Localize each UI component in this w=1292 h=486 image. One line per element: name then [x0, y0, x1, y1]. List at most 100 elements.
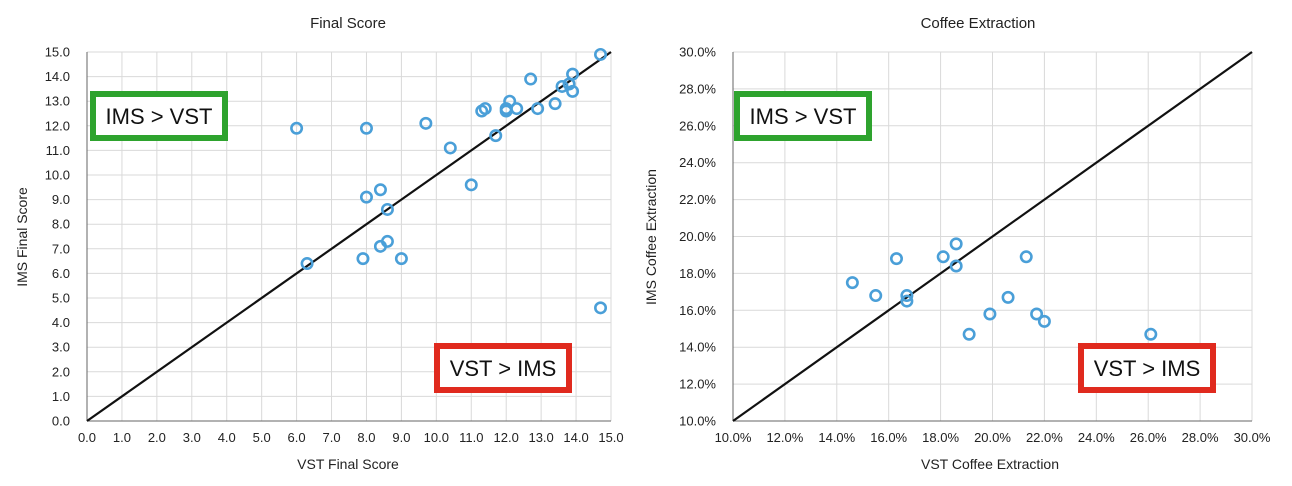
reference-line	[86, 51, 612, 422]
scatter-point	[419, 116, 433, 130]
x-tick-label: 4.0	[218, 430, 236, 445]
scatter-point	[356, 252, 370, 266]
x-tick-label: 2.0	[148, 430, 166, 445]
scatter-point	[566, 84, 580, 98]
y-tick-label: 9.0	[52, 192, 70, 207]
y-tick-label: 14.0%	[679, 340, 716, 355]
y-tick-label: 22.0%	[679, 192, 716, 207]
ims-greater-box	[90, 91, 228, 141]
scatter-point	[869, 289, 883, 303]
scatter-point	[594, 47, 608, 61]
x-tick-label: 30.0%	[1234, 430, 1271, 445]
data-points	[290, 47, 608, 315]
x-tick-label: 12.0	[494, 430, 519, 445]
scatter-point	[464, 178, 478, 192]
scatter-point	[900, 294, 914, 308]
x-tick-label: 14.0%	[818, 430, 855, 445]
x-tick-label: 3.0	[183, 430, 201, 445]
x-tick-label: 11.0	[459, 430, 483, 445]
scatter-point	[489, 129, 503, 143]
y-tick-label: 26.0%	[679, 118, 716, 133]
y-tick-label: 8.0	[52, 217, 70, 232]
y-tick-label: 28.0%	[679, 81, 716, 96]
ims-greater-label: IMS > VST	[750, 104, 857, 129]
x-tick-label: 13.0	[528, 430, 553, 445]
scatter-point	[1030, 307, 1044, 321]
ims-greater-label: IMS > VST	[106, 104, 213, 129]
y-tick-label: 12.0	[45, 118, 70, 133]
y-tick-label: 10.0%	[679, 414, 716, 429]
vst-greater-box	[434, 343, 572, 393]
tick-labels: 0.0 1.0 2.0 3.0 4.0 5.0 6.0 7.0 8.0 9.0 10.0 11.0 12…	[45, 45, 624, 446]
scatter-point	[510, 102, 524, 116]
coffee-extraction-chart: Coffee Extraction 10.0% 12.0% 14.0% 16.0% 18…	[643, 15, 1271, 472]
scatter-point	[889, 252, 903, 266]
y-tick-label: 13.0	[45, 94, 70, 109]
scatter-point	[845, 276, 859, 290]
scatter-point	[962, 327, 976, 341]
scatter-point	[524, 72, 538, 86]
vst-greater-annotation: VST > IMS	[434, 343, 572, 393]
reference-line	[732, 51, 1253, 422]
x-tick-label: 16.0%	[870, 430, 907, 445]
x-tick-label: 8.0	[357, 430, 375, 445]
final-score-chart: Final Score 0.0 1.0 2.0 3.0 4.0 5.0 6.0 7.0 8.0 9…	[14, 15, 624, 472]
x-axis-title: VST Coffee Extraction	[921, 456, 1059, 472]
x-axis-title: VST Final Score	[297, 456, 399, 472]
scatter-point	[1144, 327, 1158, 341]
ims-greater-box	[734, 91, 872, 141]
y-tick-label: 4.0	[52, 315, 70, 330]
x-tick-label: 20.0%	[974, 430, 1011, 445]
scatter-point	[949, 237, 963, 251]
scatter-point	[566, 67, 580, 81]
y-tick-label: 1.0	[52, 389, 70, 404]
y-tick-label: 3.0	[52, 340, 70, 355]
y-tick-label: 30.0%	[679, 45, 716, 60]
y-tick-label: 12.0%	[679, 377, 716, 392]
x-tick-label: 18.0%	[922, 430, 959, 445]
x-tick-label: 9.0	[392, 430, 410, 445]
scatter-point	[594, 301, 608, 315]
scatter-point	[359, 121, 373, 135]
y-axis-title: IMS Final Score	[14, 187, 30, 287]
scatter-point	[373, 183, 387, 197]
scatter-point	[1019, 250, 1033, 264]
x-tick-label: 22.0%	[1026, 430, 1063, 445]
vst-greater-label: VST > IMS	[1094, 356, 1201, 381]
x-tick-label: 1.0	[113, 430, 131, 445]
tick-labels: 10.0% 12.0% 14.0% 16.0% 18.0% 20.0% 22.0% 24.0%…	[679, 45, 1271, 446]
scatter-point	[478, 102, 492, 116]
scatter-point	[936, 250, 950, 264]
chart-title: Final Score	[310, 15, 386, 32]
scatter-point	[290, 121, 304, 135]
y-tick-label: 0.0	[52, 414, 70, 429]
scatter-point	[394, 252, 408, 266]
scatter-point	[443, 141, 457, 155]
x-tick-label: 6.0	[288, 430, 306, 445]
data-points	[845, 237, 1158, 341]
scatter-point	[1037, 314, 1051, 328]
x-tick-label: 26.0%	[1130, 430, 1167, 445]
scatter-point	[983, 307, 997, 321]
x-tick-label: 7.0	[322, 430, 340, 445]
chart-title: Coffee Extraction	[921, 15, 1036, 32]
x-tick-label: 0.0	[78, 430, 96, 445]
vst-greater-label: VST > IMS	[450, 356, 557, 381]
scatter-point	[900, 289, 914, 303]
scatter-point	[531, 102, 545, 116]
scatter-point	[555, 79, 569, 93]
x-tick-label: 15.0	[598, 430, 623, 445]
ims-greater-annotation: IMS > VST	[734, 91, 872, 141]
scatter-point	[359, 190, 373, 204]
scatter-point	[300, 257, 314, 271]
y-tick-label: 16.0%	[679, 303, 716, 318]
x-tick-label: 12.0%	[766, 430, 803, 445]
vst-greater-annotation: VST > IMS	[1078, 343, 1216, 393]
x-tick-label: 14.0	[563, 430, 588, 445]
y-tick-label: 15.0	[45, 45, 70, 60]
x-tick-label: 10.0	[424, 430, 449, 445]
y-axis-title: IMS Coffee Extraction	[643, 169, 659, 305]
y-tick-label: 6.0	[52, 266, 70, 281]
scatter-point	[380, 202, 394, 216]
